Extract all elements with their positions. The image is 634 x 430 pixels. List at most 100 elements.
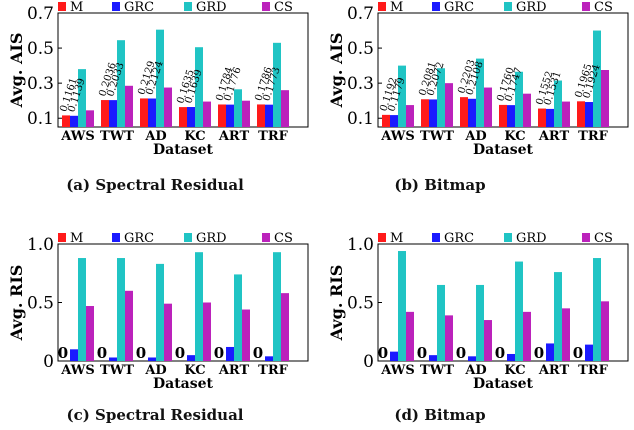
p1-bar-m-art (538, 108, 546, 127)
p2-legend-label-m: M (70, 231, 83, 246)
p0-bar-cs-twt (125, 85, 133, 127)
p2-data-label-m: 0 (58, 344, 68, 362)
p0-legend-label-grc: GRC (124, 0, 154, 15)
p3-category-label: ART (538, 363, 570, 378)
p1-category-label: TWT (420, 129, 454, 144)
p0-legend-swatch-grc (112, 2, 120, 11)
p0-bar-m-art (218, 104, 226, 127)
p2-data-label-m: 0 (97, 344, 107, 362)
p0-ytick-label: 0.7 (27, 4, 54, 24)
p3-bar-cs-aws (406, 311, 414, 361)
p3-bar-grd-trf (593, 258, 601, 361)
p3-bar-cs-twt (445, 315, 453, 361)
p3-ytick-label: 0.5 (347, 294, 374, 314)
p0-legend-swatch-m (58, 2, 66, 11)
p0-bar-m-aws (62, 115, 70, 127)
p1-bar-grc-kc (507, 105, 515, 127)
p2-bar-grd-kc (195, 252, 203, 361)
p2-y-axis-label: Avg. RIS (7, 265, 26, 342)
p0-bar-grc-aws (70, 115, 78, 127)
p3-category-label: TRF (578, 363, 608, 378)
p2-ytick-label: 0.5 (27, 294, 54, 314)
p3-legend-label-grc: GRC (444, 231, 474, 246)
p1-bar-grd-twt (437, 68, 445, 127)
p3-legend-swatch-cs (582, 233, 590, 242)
p1-bar-grd-kc (515, 71, 523, 127)
p3-legend-label-m: M (390, 231, 403, 246)
p2-bar-grc-kc (187, 355, 195, 361)
p2-legend-label-grc: GRC (124, 231, 154, 246)
p3-bar-grd-aws (398, 251, 406, 361)
p3-category-label: TWT (420, 363, 454, 378)
p1-ytick-label: 0.3 (347, 74, 374, 94)
p0-bar-grd-ad (156, 29, 164, 128)
p1-bar-grd-trf (593, 30, 601, 128)
p3-legend-swatch-grc (432, 233, 440, 242)
p2-legend-swatch-m (58, 233, 66, 242)
p1-ytick-label: 0.5 (347, 39, 374, 59)
p2-legend-label-cs: CS (274, 231, 293, 246)
p1-bar-m-twt (421, 99, 429, 127)
p0-bar-m-ad (140, 98, 148, 127)
p3-legend-swatch-m (378, 233, 386, 242)
p1-legend-swatch-grd (504, 2, 512, 11)
p1-bar-grd-aws (398, 65, 406, 127)
p2-legend-swatch-cs (262, 233, 270, 242)
p3-category-label: AD (464, 363, 486, 378)
p0-bar-cs-ad (164, 87, 172, 127)
p3-category-label: KC (504, 363, 525, 378)
p0-category-label: AWS (60, 129, 94, 144)
p3-data-label-m: 0 (378, 344, 388, 362)
p1-bar-grc-art (546, 108, 554, 127)
p3-bar-cs-trf (601, 301, 609, 361)
p1-bar-m-ad (460, 97, 468, 127)
p1-bar-m-trf (577, 101, 585, 127)
p2-bar-grd-twt (117, 258, 125, 361)
p2-category-label: KC (184, 363, 205, 378)
p1-legend-swatch-cs (582, 2, 590, 11)
p0-bar-grd-twt (117, 40, 125, 127)
p3-legend-label-grd: GRD (516, 231, 547, 246)
p0-legend-label-cs: CS (274, 0, 293, 15)
p2-bar-grc-aws (70, 349, 78, 361)
p2-data-label-m: 0 (175, 344, 185, 362)
p1-category-label: AD (464, 129, 486, 144)
p0-bar-grc-ad (148, 98, 156, 127)
p3-bar-cs-kc (523, 311, 531, 361)
p3-bar-grc-art (546, 343, 554, 361)
p3-bar-grc-trf (585, 344, 593, 361)
p2-bar-cs-trf (281, 293, 289, 361)
p0-bar-grd-kc (195, 47, 203, 128)
p2-bar-grd-aws (78, 258, 86, 361)
p3-bar-grc-kc (507, 353, 515, 361)
p0-bar-cs-art (242, 100, 250, 127)
p2-ytick-label: 0 (43, 352, 54, 372)
p3-category-label: AWS (380, 363, 414, 378)
p2-bar-grd-art (234, 274, 242, 361)
p1-legend-label-grd: GRD (516, 0, 547, 15)
p3-x-axis-label: Dataset (473, 376, 534, 392)
caption-d: (d) Bitmap (394, 406, 486, 424)
p0-ytick-label: 0.3 (27, 74, 54, 94)
p3-legend-swatch-grd (504, 233, 512, 242)
p2-legend-label-grd: GRD (196, 231, 227, 246)
p2-category-label: AD (144, 363, 166, 378)
p1-bar-grc-trf (585, 102, 593, 127)
p1-ytick-label: 0.7 (347, 4, 374, 24)
p2-bar-grd-ad (156, 263, 164, 361)
p1-ytick-label: 0.1 (347, 109, 374, 129)
p2-category-label: ART (218, 363, 250, 378)
p0-ytick-label: 0.5 (27, 39, 54, 59)
p1-x-axis-label: Dataset (473, 142, 534, 158)
p2-data-label-m: 0 (253, 344, 263, 362)
p0-ytick-label: 0.1 (27, 109, 54, 129)
p3-legend-label-cs: CS (594, 231, 613, 246)
caption-b: (b) Bitmap (394, 176, 486, 194)
p3-data-label-m: 0 (417, 344, 427, 362)
p1-bar-grc-twt (429, 99, 437, 127)
p0-legend-swatch-cs (262, 2, 270, 11)
p2-bar-cs-ad (164, 303, 172, 361)
p2-bar-grc-ad (148, 357, 156, 361)
p3-bar-grc-twt (429, 355, 437, 361)
p2-data-label-m: 0 (136, 344, 146, 362)
